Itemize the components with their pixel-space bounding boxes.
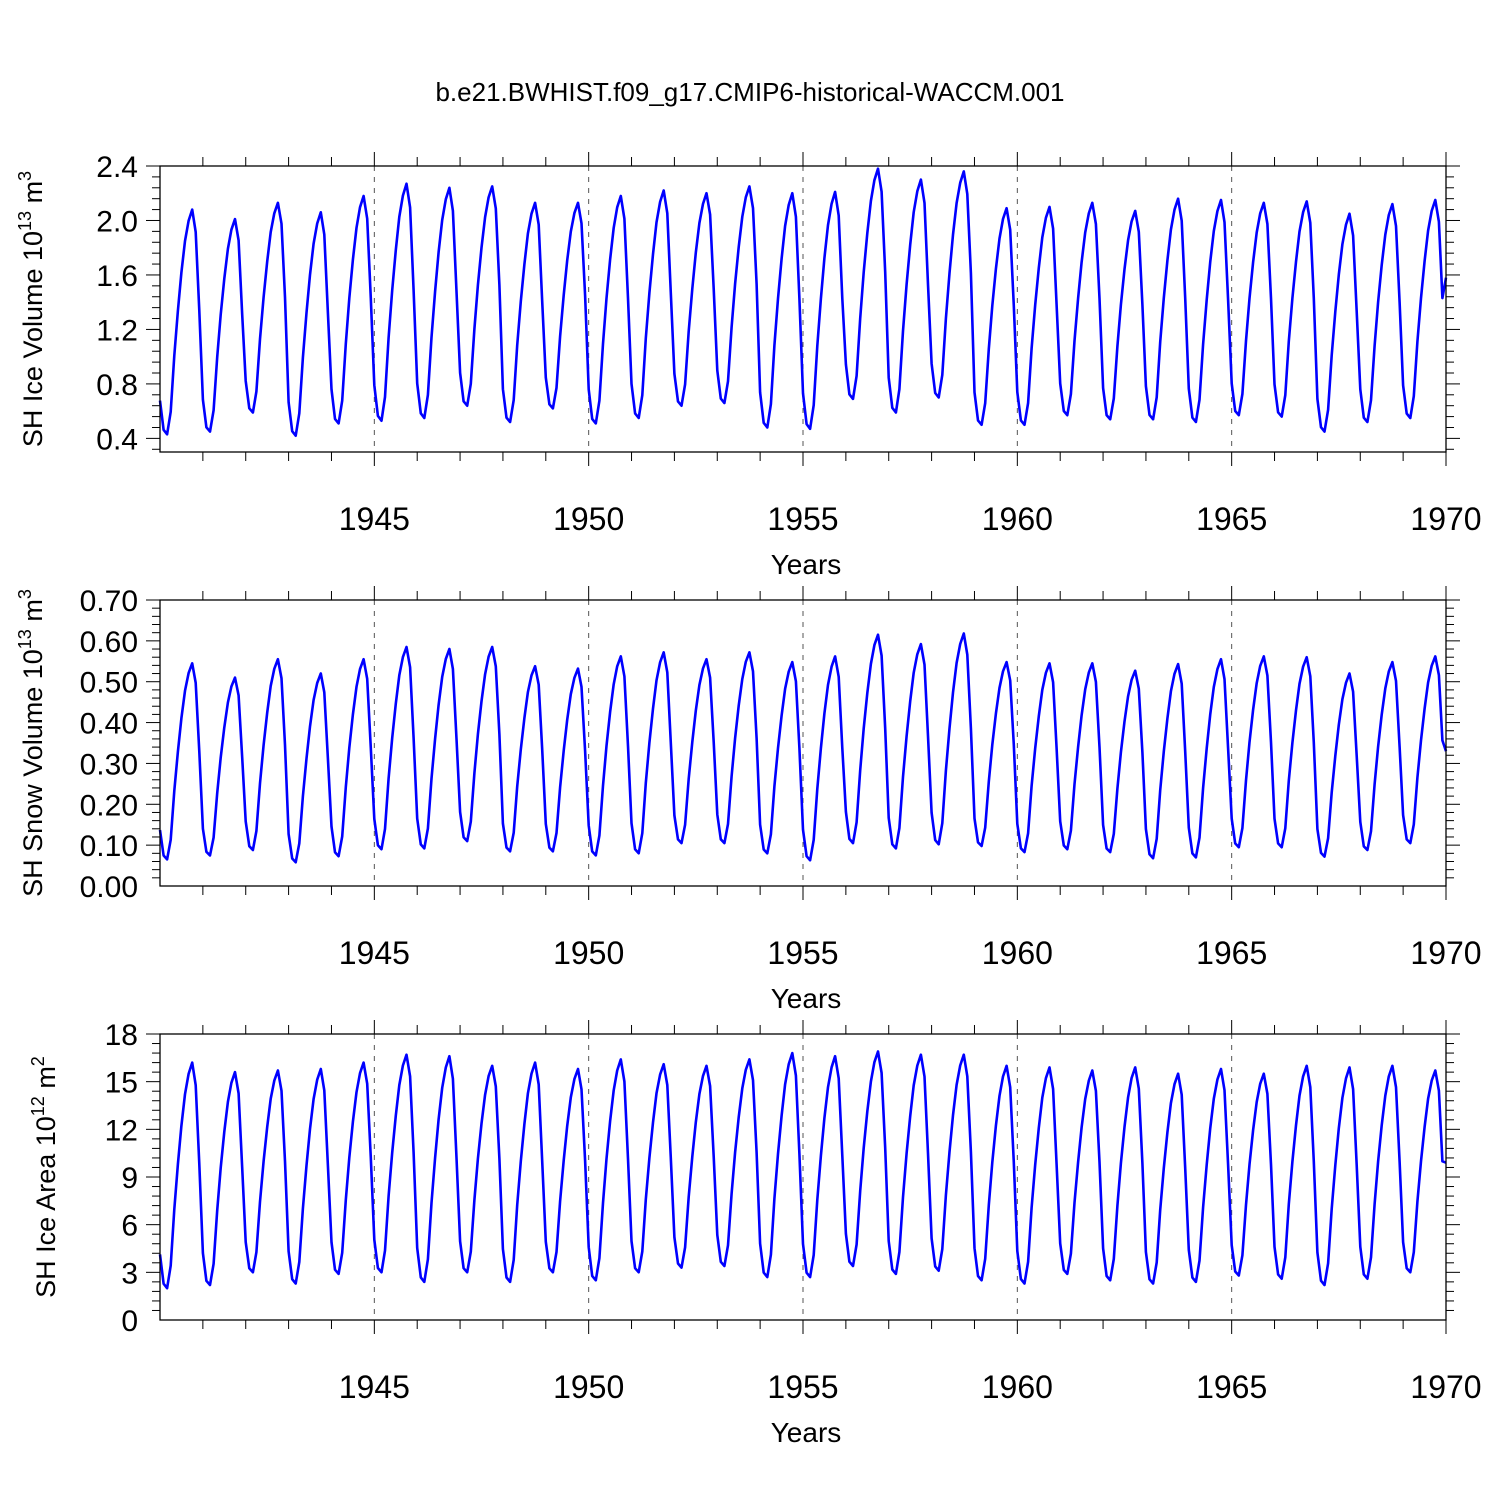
x-tick-label: 1945 — [339, 501, 410, 537]
y-axis-label: SH Ice Volume 1013 m3 — [15, 171, 48, 447]
y-tick-label: 6 — [121, 1210, 138, 1243]
snow-volume-line — [158, 632, 1448, 864]
x-tick-label: 1950 — [553, 1369, 624, 1405]
plot-frame — [159, 599, 1447, 887]
x-tick-label: 1960 — [982, 501, 1053, 537]
x-axis-label: Years — [771, 549, 842, 580]
y-tick-label: 2.0 — [96, 205, 138, 238]
y-tick-label: 0.30 — [80, 748, 138, 781]
y-tick-label: 0.8 — [96, 369, 138, 402]
panel-ice-area: 0 3 6 9 12 15 18 1945 1950 1955 1960 1965 1970 Year… — [28, 1019, 1482, 1448]
y-tick-label: 3 — [121, 1257, 138, 1290]
y-tick-label: 0.00 — [80, 871, 138, 904]
x-tick-label: 1945 — [339, 935, 410, 971]
y-axis-label: SH Snow Volume 1013 m3 — [15, 589, 48, 897]
x-axis-label: Years — [771, 1417, 842, 1448]
y-tick-label: 1.2 — [96, 314, 138, 347]
panel-snow-volume: 0.00 0.10 0.20 0.30 0.40 0.50 0.60 0.70 1945 195… — [15, 585, 1482, 1014]
y-tick-label: 9 — [121, 1162, 138, 1195]
y-tick-label: 18 — [105, 1019, 138, 1052]
y-tick-label: 12 — [105, 1114, 138, 1147]
x-tick-label: 1965 — [1196, 1369, 1267, 1405]
ice-area-line — [158, 1050, 1447, 1290]
x-tick-label: 1970 — [1410, 501, 1481, 537]
plot-frame — [159, 1033, 1447, 1321]
ice-volume-line — [158, 167, 1448, 437]
y-tick-label: 0.4 — [96, 423, 138, 456]
x-tick-label: 1970 — [1410, 1369, 1481, 1405]
x-axis-label: Years — [771, 983, 842, 1014]
x-tick-label: 1945 — [339, 1369, 410, 1405]
x-tick-label: 1960 — [982, 1369, 1053, 1405]
x-tick-label: 1955 — [767, 501, 838, 537]
x-tick-label: 1970 — [1410, 935, 1481, 971]
x-tick-label: 1960 — [982, 935, 1053, 971]
plot-frame — [159, 165, 1447, 453]
y-tick-label: 15 — [105, 1067, 138, 1100]
y-tick-label: 0.10 — [80, 830, 138, 863]
y-tick-label: 0.60 — [80, 626, 138, 659]
x-tick-label: 1955 — [767, 1369, 838, 1405]
x-tick-label: 1955 — [767, 935, 838, 971]
y-axis-label: SH Ice Area 1012 m2 — [28, 1056, 61, 1298]
y-tick-label: 0.70 — [80, 585, 138, 618]
chart-title: b.e21.BWHIST.f09_g17.CMIP6-historical-WA… — [435, 77, 1064, 107]
x-tick-label: 1950 — [553, 935, 624, 971]
y-tick-label: 0.40 — [80, 708, 138, 741]
y-tick-label: 1.6 — [96, 260, 138, 293]
y-tick-label: 0.50 — [80, 667, 138, 700]
y-tick-label: 0.20 — [80, 789, 138, 822]
y-tick-label: 2.4 — [96, 151, 138, 184]
x-tick-label: 1965 — [1196, 935, 1267, 971]
x-tick-label: 1965 — [1196, 501, 1267, 537]
panel-ice-volume: 0.4 0.8 1.2 1.6 2.0 2.4 1945 1950 1955 1960 1965 1… — [15, 151, 1482, 580]
x-tick-label: 1950 — [553, 501, 624, 537]
y-tick-label: 0 — [121, 1305, 138, 1338]
